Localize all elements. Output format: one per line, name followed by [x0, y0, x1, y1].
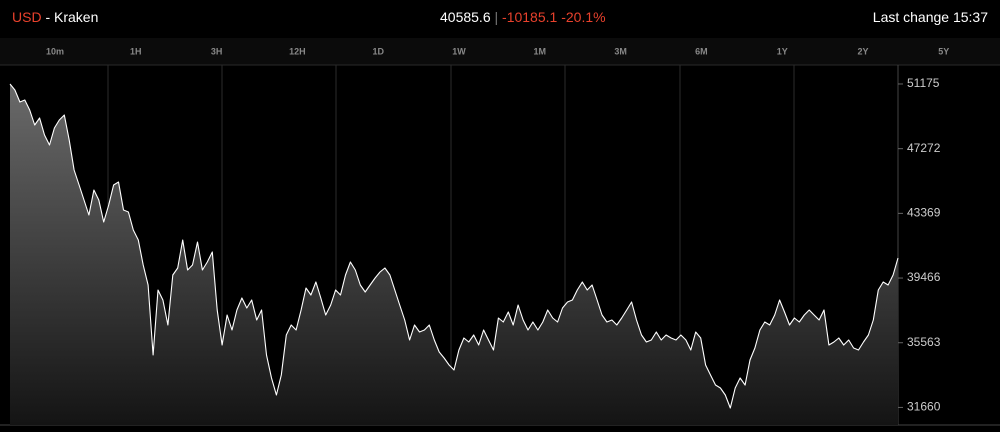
- range-tab[interactable]: 6M: [695, 46, 708, 56]
- last-change: Last change 15:37: [872, 9, 988, 25]
- range-tab[interactable]: 12H: [289, 46, 306, 56]
- currency: USD: [12, 9, 42, 25]
- y-tick-label: 39466: [907, 270, 941, 284]
- range-tab[interactable]: 5Y: [938, 46, 949, 56]
- range-tab[interactable]: 1W: [452, 46, 466, 56]
- y-tick-label: 35563: [907, 335, 941, 349]
- price: 40585.6: [440, 9, 491, 25]
- y-tick-label: 51175: [907, 76, 940, 90]
- range-tab[interactable]: 10m: [46, 46, 64, 56]
- range-tab[interactable]: 3M: [614, 46, 627, 56]
- area: [10, 84, 898, 425]
- range-tab[interactable]: 1M: [534, 46, 547, 56]
- range-tab[interactable]: 3H: [211, 46, 223, 56]
- line: [9, 83, 899, 409]
- exchange: - Kraken: [45, 9, 99, 25]
- range-tab[interactable]: 2Y: [857, 46, 868, 56]
- change: -10185.1: [502, 9, 558, 25]
- time-grid: [107, 65, 795, 425]
- separator: |: [494, 9, 499, 25]
- range-tab[interactable]: 1Y: [777, 46, 788, 56]
- y-tick-label: 31660: [907, 400, 941, 414]
- header: USD - Kraken 40585.6 | -10185.1 -20.1% L…: [0, 0, 1000, 34]
- header-center: 40585.6 | -10185.1 -20.1%: [440, 9, 606, 25]
- range-bar: [0, 38, 1000, 65]
- change-pct: -20.1%: [561, 9, 606, 25]
- y-tick-label: 47272: [907, 141, 941, 155]
- header-left: USD - Kraken: [12, 9, 98, 25]
- range-tab[interactable]: 1D: [372, 46, 384, 56]
- range-tab[interactable]: 1H: [130, 46, 142, 56]
- y-tick-label: 43369: [907, 206, 941, 220]
